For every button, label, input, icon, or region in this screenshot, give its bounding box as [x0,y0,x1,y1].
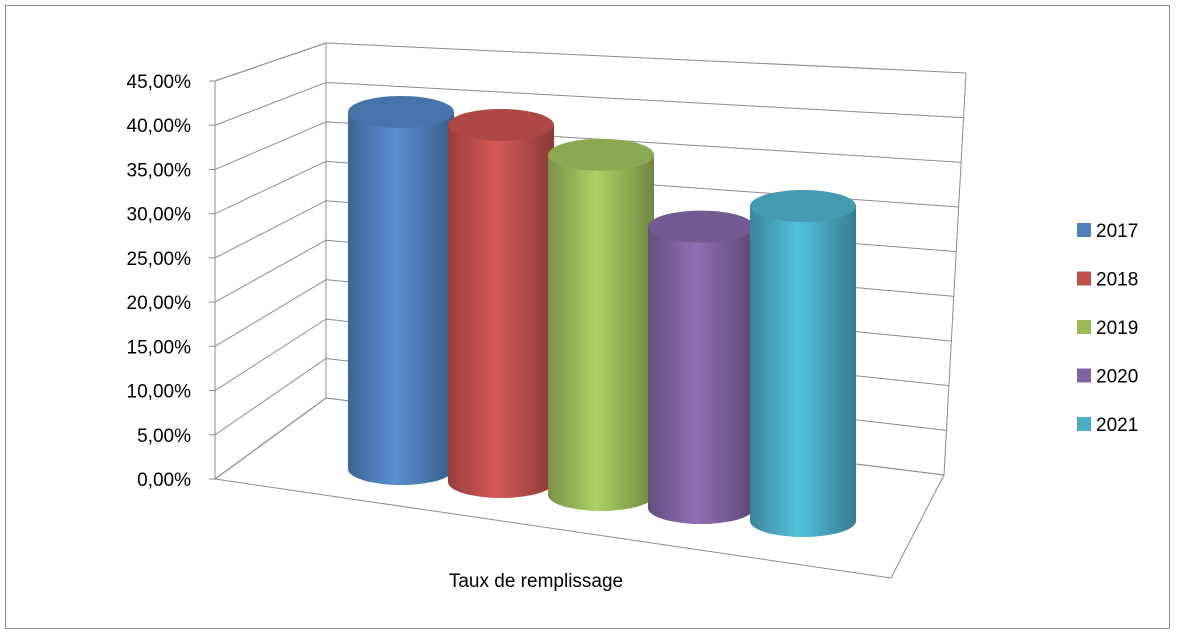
bar-body [750,206,856,537]
y-tick-label: 25,00% [127,249,192,270]
side-gridline [214,239,327,303]
side-gridline [214,121,327,170]
legend-swatch [1077,223,1091,237]
x-axis: Taux de remplissage [449,571,623,592]
bar-top [348,96,454,128]
bar-2017 [348,96,454,485]
y-tick-label: 5,00% [137,426,191,447]
y-tick-label: 15,00% [127,337,192,358]
back-gridline [325,42,967,74]
y-tick-label: 35,00% [127,160,192,181]
bar-body [448,125,554,498]
legend-label: 2019 [1096,318,1138,339]
legend-item: 2018 [1077,270,1138,291]
side-gridline [214,358,327,436]
bar-top [648,210,754,243]
bar-top [448,109,554,141]
bar-body [548,154,654,512]
legend-label: 2020 [1096,367,1138,388]
legend: 2017 2018 2019 2020 2021 [1077,221,1138,436]
side-wall [214,42,327,480]
legend-swatch [1077,417,1091,431]
back-gridline [325,81,964,119]
legend-label: 2017 [1096,221,1138,242]
x-tick-label: Taux de remplissage [449,571,623,592]
bar-2018 [448,109,554,498]
side-gridline [214,200,327,259]
legend-item: 2017 [1077,221,1138,242]
legend-label: 2021 [1096,415,1138,436]
legend-item: 2019 [1077,318,1138,339]
y-tick-label: 0,00% [137,470,191,491]
bar-top [548,138,654,171]
bar-2020 [648,210,754,524]
y-tick-label: 10,00% [127,382,192,403]
bar-body [648,226,754,524]
bar-2019 [548,138,654,512]
legend-item: 2021 [1077,415,1138,436]
bar-top [750,190,856,222]
bar-2021 [750,190,856,537]
legend-swatch [1077,271,1091,286]
side-gridline [214,42,327,82]
bar-chart: 0,00% 5,00% 10,00% 15,00% 20,00% 25,00% 30,00%… [127,42,1138,592]
side-gridline [214,81,327,126]
back-wall-edge [943,72,967,476]
side-gridline [214,318,327,391]
side-gridline [214,279,327,347]
y-tick-label: 45,00% [127,72,192,93]
legend-label: 2018 [1096,270,1138,291]
y-axis: 0,00% 5,00% 10,00% 15,00% 20,00% 25,00% 30,00%… [127,72,192,491]
side-gridline [214,397,327,480]
y-tick-label: 30,00% [127,205,192,226]
bars [348,96,856,537]
y-tick-label: 40,00% [127,116,192,137]
chart-area: 0,00% 5,00% 10,00% 15,00% 20,00% 25,00% 30,00%… [5,5,1170,629]
legend-item: 2020 [1077,367,1138,388]
bar-body [348,112,454,485]
y-tick-label: 20,00% [127,293,192,314]
legend-swatch [1077,320,1091,334]
legend-swatch [1077,368,1091,383]
side-gridline [214,160,327,215]
